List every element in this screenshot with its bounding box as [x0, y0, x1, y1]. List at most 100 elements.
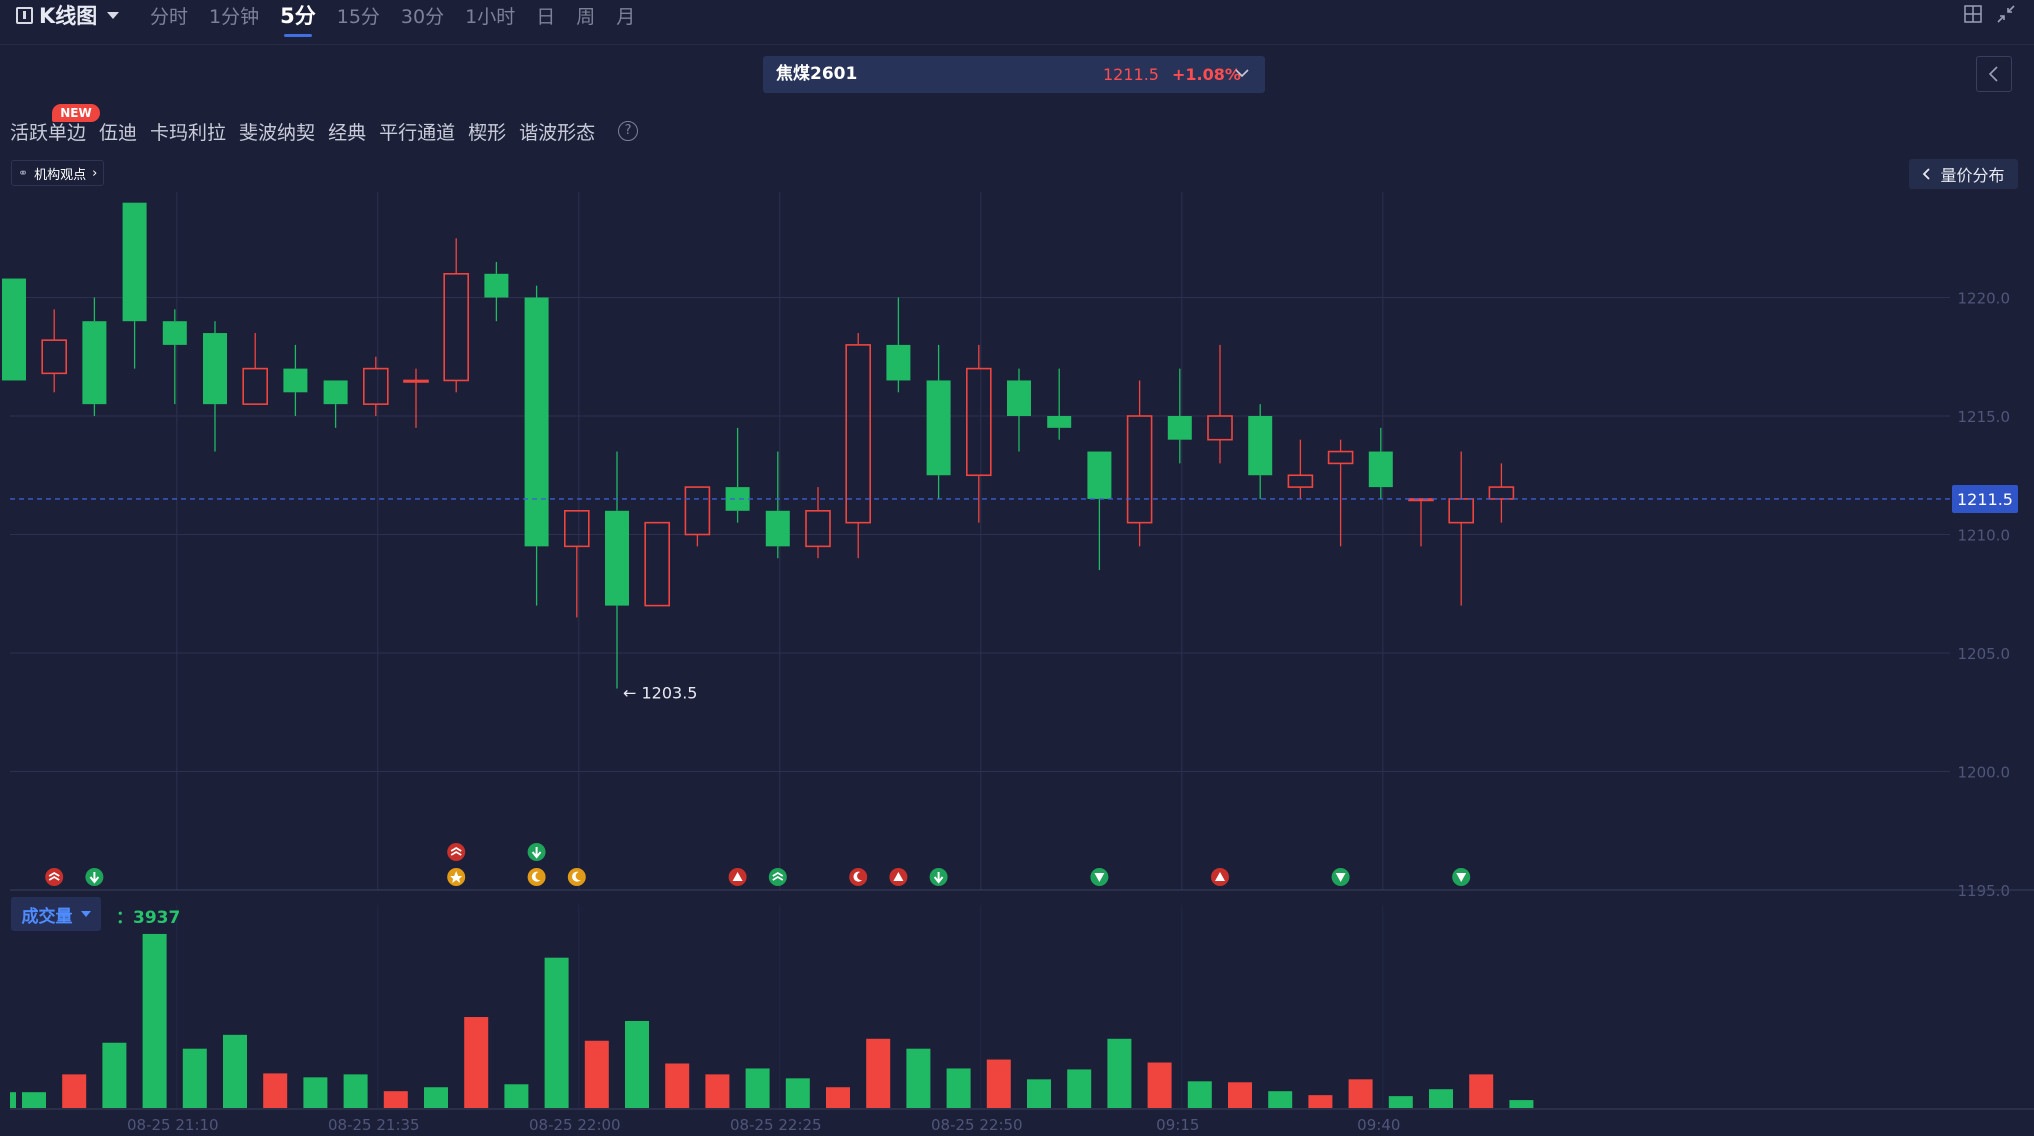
candle-body[interactable] [926, 380, 951, 476]
candle-body[interactable] [845, 344, 872, 524]
volume-bar[interactable] [223, 1034, 247, 1108]
volume-bar[interactable] [1228, 1082, 1252, 1108]
candle-body[interactable] [323, 380, 348, 405]
candle-body[interactable] [203, 333, 227, 405]
volume-bar[interactable] [1107, 1038, 1132, 1108]
volume-bar[interactable] [102, 1042, 127, 1108]
collapse-panel-button[interactable] [1976, 56, 2012, 92]
candle-body[interactable] [122, 202, 147, 322]
candle-body[interactable] [1327, 450, 1354, 465]
volume-bar[interactable] [544, 957, 569, 1108]
candle-body[interactable] [765, 510, 790, 547]
volume-bar[interactable] [906, 1048, 931, 1108]
period-tab[interactable]: 月 [616, 5, 636, 28]
volume-bar[interactable] [343, 1074, 368, 1108]
volume-bar[interactable] [1469, 1074, 1494, 1108]
candle-body[interactable] [242, 367, 268, 405]
candle-body[interactable] [805, 509, 831, 548]
volume-bar[interactable] [1187, 1081, 1212, 1108]
volume-bar[interactable] [745, 1068, 770, 1108]
volume-bar[interactable] [383, 1091, 408, 1108]
volume-bar[interactable] [986, 1059, 1011, 1108]
volume-bar[interactable] [62, 1074, 87, 1108]
shrink-icon[interactable] [1996, 4, 2016, 24]
help-icon[interactable]: ? [618, 121, 639, 141]
institution-view-button[interactable]: ⚭ 机构观点 › [11, 160, 105, 186]
candle-body[interactable] [684, 486, 711, 536]
candle-body[interactable] [725, 487, 750, 511]
volume-bar[interactable] [1509, 1100, 1534, 1108]
candle-body[interactable] [1047, 416, 1072, 428]
kline-type-selector[interactable]: K线图 [16, 0, 120, 30]
volume-bar[interactable] [866, 1038, 891, 1108]
candle-body[interactable] [524, 297, 549, 547]
pattern-tab[interactable]: 斐波纳契 [239, 121, 316, 144]
volume-bar[interactable] [424, 1087, 448, 1108]
candle-body[interactable] [1087, 451, 1112, 499]
candle-body[interactable] [2, 278, 26, 381]
pattern-tab[interactable]: 平行通道 [379, 121, 456, 144]
candle-body[interactable] [1007, 380, 1031, 416]
candle-body[interactable] [1287, 474, 1314, 488]
volume-bar[interactable] [504, 1084, 529, 1108]
volume-bar[interactable] [665, 1063, 690, 1109]
moon-marker-icon[interactable] [527, 868, 546, 886]
volume-bar[interactable] [142, 933, 167, 1108]
candle-body[interactable] [605, 510, 629, 606]
grid-layout-icon[interactable] [1964, 5, 1982, 23]
candle-body[interactable] [886, 344, 911, 381]
pattern-tab[interactable]: 伍迪 [99, 121, 138, 144]
pattern-tab[interactable]: 经典 [328, 121, 367, 144]
volume-bar[interactable] [1308, 1095, 1333, 1108]
candle-body[interactable] [1448, 498, 1474, 524]
symbol-selector[interactable]: 焦煤2601 1211.5 +1.08% [763, 56, 1265, 93]
volume-bar[interactable] [826, 1087, 850, 1108]
candle-body[interactable] [82, 321, 107, 405]
volume-bar[interactable] [464, 1017, 489, 1108]
volume-bar[interactable] [1348, 1079, 1373, 1108]
volume-bar[interactable] [946, 1068, 971, 1108]
candle-body[interactable] [1408, 498, 1434, 502]
volume-bar[interactable] [182, 1048, 207, 1108]
candle-body[interactable] [1488, 486, 1515, 500]
candle-body[interactable] [1207, 415, 1233, 441]
candle-body[interactable] [1167, 416, 1192, 440]
candle-body[interactable] [162, 321, 187, 345]
volume-bar[interactable] [625, 1020, 649, 1108]
volume-bar[interactable] [584, 1040, 609, 1108]
period-tab[interactable]: 1分钟 [209, 5, 260, 28]
candle-body[interactable] [1248, 416, 1273, 476]
pattern-tab[interactable]: 楔形 [468, 121, 507, 144]
candle-body[interactable] [443, 272, 470, 382]
candle-body[interactable] [283, 368, 308, 393]
volume-bar[interactable] [1067, 1069, 1092, 1108]
volume-bar[interactable] [303, 1077, 328, 1108]
volume-bar[interactable] [1388, 1096, 1413, 1108]
candle-body[interactable] [563, 509, 590, 548]
period-tab[interactable]: 1小时 [465, 5, 516, 28]
candle-body[interactable] [484, 273, 509, 298]
pattern-tab[interactable]: 谐波形态 [519, 121, 596, 144]
moon-marker-icon[interactable] [849, 868, 868, 886]
volume-bar[interactable] [785, 1078, 810, 1108]
volume-indicator-selector[interactable]: 成交量 [11, 897, 101, 931]
candle-body[interactable] [644, 521, 671, 607]
period-tab[interactable]: 日 [536, 5, 556, 28]
candle-body[interactable] [1126, 415, 1153, 524]
pattern-tab[interactable]: 活跃单边 [10, 121, 87, 144]
volume-bar[interactable] [263, 1073, 288, 1108]
candle-body[interactable] [41, 339, 68, 375]
period-tab[interactable]: 周 [576, 5, 596, 28]
candle-body[interactable] [403, 379, 429, 383]
volume-bar[interactable] [1268, 1091, 1293, 1108]
volume-bar[interactable] [22, 1092, 46, 1108]
candle-body[interactable] [362, 367, 389, 405]
price-distribution-button[interactable]: 量价分布 [1909, 159, 2018, 189]
candle-body[interactable] [965, 367, 992, 477]
volume-bar[interactable] [1429, 1089, 1453, 1108]
volume-bar[interactable] [1027, 1079, 1051, 1108]
volume-bar[interactable] [705, 1074, 730, 1108]
moon-marker-icon[interactable] [567, 868, 586, 886]
candle-body[interactable] [1368, 451, 1393, 488]
period-tab[interactable]: 5分 [280, 0, 316, 37]
